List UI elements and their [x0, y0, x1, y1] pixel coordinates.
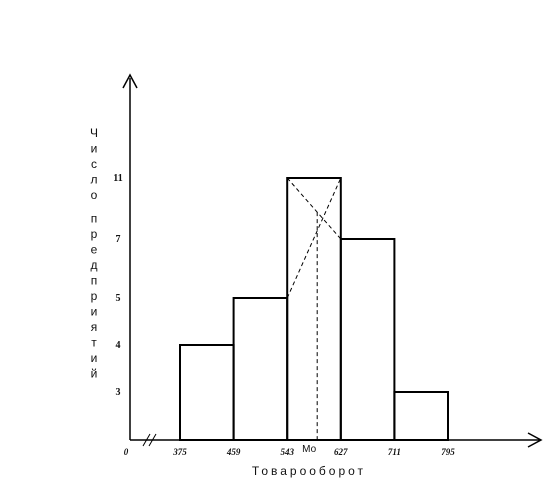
mode-diagonal-line	[286, 177, 342, 299]
y-tick-label: 3	[116, 387, 121, 398]
y-axis-title-letter: е	[91, 243, 98, 257]
y-axis-title-letter: л	[90, 173, 97, 187]
histogram-bar	[232, 297, 289, 441]
y-axis-title-letter: й	[91, 367, 98, 381]
y-tick-label: 7	[116, 234, 121, 245]
x-tick-label: 795	[441, 447, 455, 457]
histogram-bar	[286, 177, 342, 441]
mode-diagonal-line	[286, 177, 342, 240]
y-axis-arrowhead	[122, 73, 138, 89]
y-axis-title-letter: и	[91, 351, 98, 365]
y-axis-title-letter: т	[91, 336, 97, 350]
x-axis-arrowhead	[527, 432, 543, 448]
axis-break-mark	[148, 433, 157, 447]
y-axis-title-letter: я	[91, 320, 98, 334]
y-axis-title-letter: о	[91, 188, 98, 202]
y-axis-title-letter: с	[91, 157, 97, 171]
y-axis-title-letter: Ч	[90, 126, 98, 140]
x-tick-label: 543	[280, 447, 294, 457]
histogram-bar	[179, 344, 235, 441]
y-axis-title-letter: р	[91, 227, 98, 241]
x-tick-label: 459	[226, 447, 241, 457]
mode-label: Мо	[302, 444, 316, 455]
x-origin-label: 0	[124, 447, 129, 457]
y-tick-label: 11	[113, 173, 122, 184]
histogram-bar	[393, 391, 449, 441]
x-tick-label: 375	[172, 447, 187, 457]
y-tick-label: 5	[116, 293, 121, 304]
x-axis-title: Товарооборот	[252, 464, 366, 478]
y-tick-label: 4	[116, 340, 121, 351]
y-axis-title-letter: п	[91, 212, 98, 226]
y-axis-title-letter: и	[91, 305, 98, 319]
x-tick-label: 711	[388, 447, 401, 457]
y-axis-title-letter: р	[91, 289, 98, 303]
y-axis-title-letter: д	[90, 258, 97, 272]
x-tick-label: 627	[334, 447, 348, 457]
y-axis-title-letter: и	[91, 142, 98, 156]
axis-break-mark	[142, 433, 151, 447]
histogram-bar	[339, 238, 396, 441]
y-axis-title-letter: п	[91, 274, 98, 288]
